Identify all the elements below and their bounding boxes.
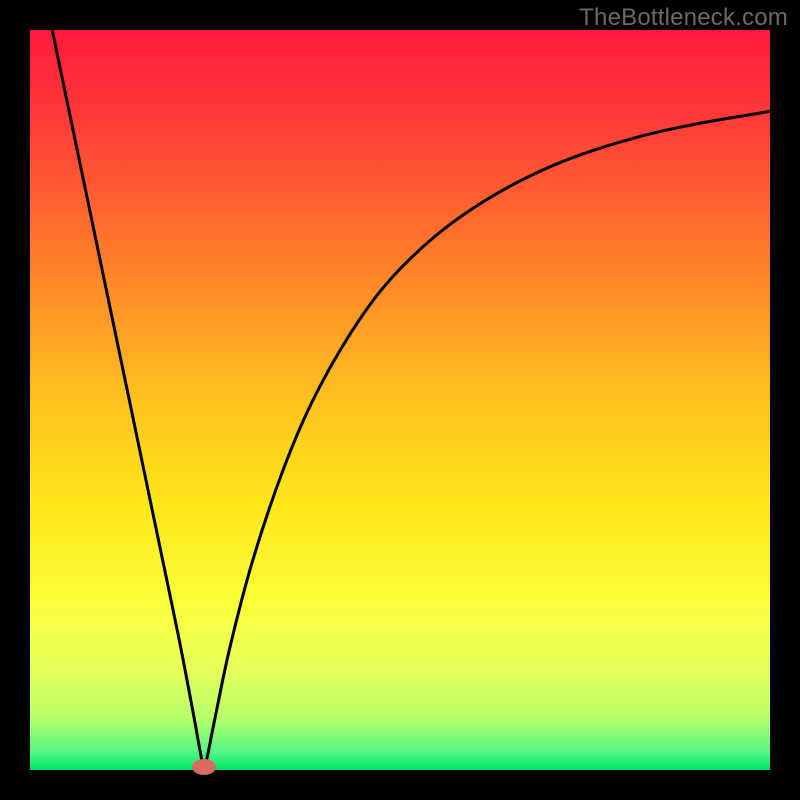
optimal-point-marker: [192, 759, 216, 775]
watermark-text: TheBottleneck.com: [579, 4, 788, 32]
gradient-background: [30, 30, 770, 770]
chart-frame: TheBottleneck.com: [0, 0, 800, 800]
plot-area: [30, 30, 770, 770]
